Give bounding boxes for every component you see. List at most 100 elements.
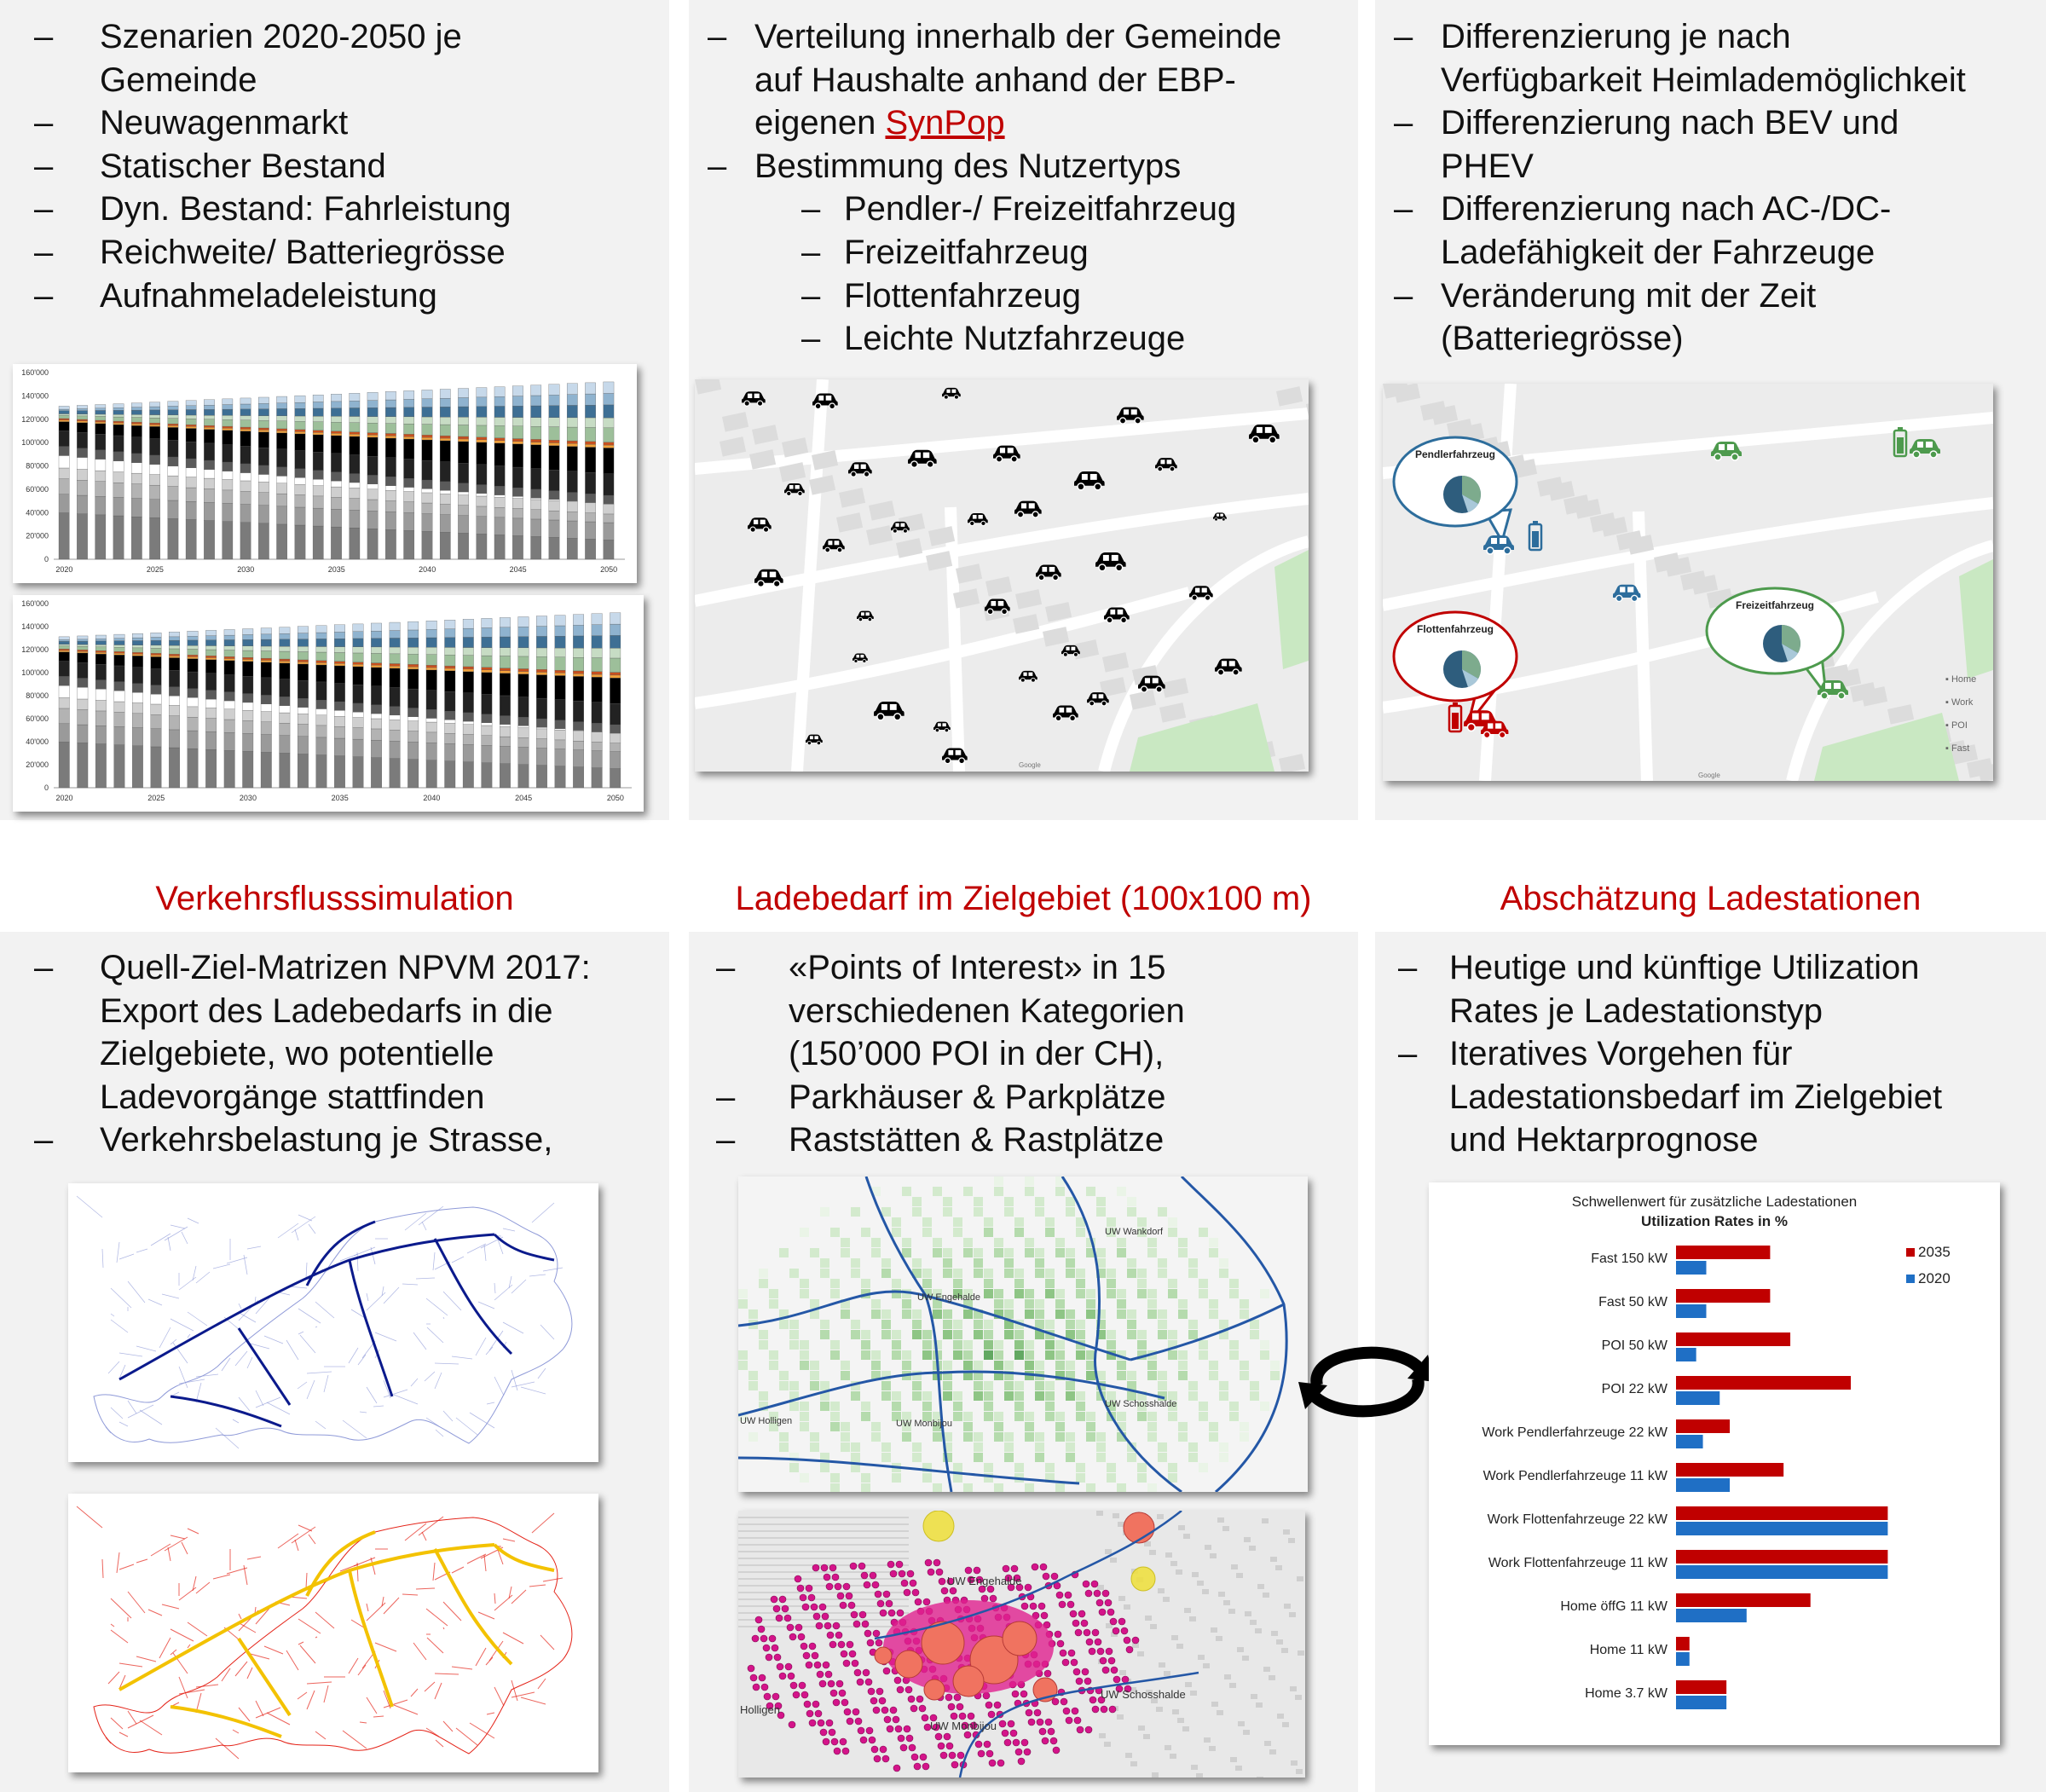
building — [1110, 1558, 1117, 1563]
stack-segment — [258, 523, 269, 560]
stack-segment — [223, 719, 235, 733]
demand-cell — [994, 1432, 1003, 1442]
car-icon — [1019, 670, 1037, 683]
building — [1276, 1639, 1283, 1645]
stack-segment — [113, 640, 125, 645]
road-segment — [286, 1650, 299, 1671]
road-segment — [291, 1216, 316, 1234]
stack-segment — [481, 672, 493, 695]
road-segment — [237, 1621, 257, 1633]
demand-cell — [943, 1197, 952, 1206]
stack-segment — [458, 417, 469, 425]
demand-cell — [1014, 1350, 1024, 1360]
poi-point — [969, 1721, 978, 1730]
stack-segment — [476, 506, 488, 517]
demand-cell — [1209, 1309, 1218, 1319]
building — [1130, 690, 1157, 710]
demand-cell — [1086, 1412, 1095, 1421]
road-segment — [118, 1564, 135, 1570]
stack-segment — [167, 456, 179, 466]
stack-segment — [610, 648, 621, 659]
road-segment — [170, 1649, 177, 1656]
poi-point — [763, 1692, 772, 1701]
stack-segment — [439, 437, 451, 442]
demand-cell — [1035, 1361, 1044, 1370]
stack-segment — [167, 486, 179, 501]
stack-segment — [77, 419, 88, 422]
demand-cell — [1127, 1207, 1136, 1217]
stack-segment — [385, 490, 396, 501]
main-road — [305, 1220, 376, 1286]
synpop-link[interactable]: SynPop — [885, 104, 1005, 142]
demand-cell — [1076, 1228, 1085, 1237]
stack-segment — [77, 480, 88, 496]
bullet-line: – Neuwagenmarkt — [34, 101, 511, 145]
demand-cell — [851, 1381, 860, 1390]
poi-point — [1073, 1716, 1082, 1725]
stack-segment — [240, 408, 251, 416]
road-segment — [243, 1564, 248, 1586]
stack-segment — [425, 621, 437, 630]
stack-segment — [458, 483, 469, 493]
chart-subtitle: Utilization Rates in % — [1641, 1213, 1788, 1229]
demand-cell — [769, 1289, 778, 1298]
stack-segment — [297, 651, 309, 661]
building — [1117, 1714, 1124, 1720]
road-segment — [195, 1373, 219, 1378]
demand-cell — [769, 1361, 778, 1370]
poi-point — [1104, 1598, 1113, 1607]
stack-segment — [223, 639, 235, 646]
stack-segment — [58, 406, 70, 410]
building — [1177, 1718, 1184, 1723]
bullet-dash: – — [801, 190, 821, 228]
poi-point — [840, 1650, 848, 1658]
road-segment — [118, 1421, 129, 1427]
poi-point — [1003, 1738, 1012, 1747]
stack-segment — [315, 662, 327, 666]
car-icon — [812, 393, 838, 410]
poi-point — [857, 1726, 865, 1735]
stack-segment — [476, 406, 488, 418]
poi-point — [803, 1700, 812, 1708]
poi-point — [923, 1723, 932, 1731]
poi-point — [1012, 1738, 1020, 1747]
category-label: Home 11 kW — [1590, 1643, 1668, 1657]
stack-segment — [458, 397, 469, 408]
road-segment — [255, 1396, 281, 1408]
stack-segment — [222, 521, 234, 560]
stack-segment — [187, 636, 199, 641]
stack-segment — [77, 743, 89, 789]
building — [719, 436, 747, 457]
demand-cell — [994, 1422, 1003, 1431]
bullet-line: – Differenzierung nach AC-/DC- — [1394, 188, 1966, 231]
stack-segment — [389, 758, 401, 789]
poi-point — [846, 1640, 854, 1649]
poi-point — [787, 1672, 795, 1680]
bern-demand-grid-map: UW Wankdorf UW Engehalde UW Holligen UW Mon… — [738, 1176, 1308, 1492]
stack-segment — [297, 724, 309, 737]
demand-cell — [1076, 1217, 1085, 1227]
demand-cell — [1025, 1187, 1034, 1196]
poi-point — [1091, 1628, 1100, 1637]
stack-segment — [425, 721, 437, 733]
demand-cell — [943, 1320, 952, 1329]
demand-cell — [974, 1432, 983, 1442]
bar-2035 — [1676, 1506, 1888, 1520]
road-segment — [410, 1688, 419, 1697]
stack-segment — [276, 476, 287, 483]
poi-point — [893, 1676, 902, 1685]
demand-cell — [1045, 1463, 1055, 1472]
poi-point — [910, 1704, 918, 1713]
stack-segment — [554, 615, 566, 627]
stack-segment — [554, 675, 566, 700]
stack-segment — [113, 665, 125, 682]
road-segment — [192, 1575, 197, 1592]
battery-tip — [1898, 427, 1903, 431]
stack-segment — [240, 463, 251, 473]
stack-segment — [603, 417, 615, 429]
stack-segment — [458, 505, 469, 516]
bullet-line: – Verkehrsbelastung je Strasse, — [34, 1119, 591, 1162]
demand-cell — [820, 1269, 829, 1278]
poi-point — [933, 1558, 941, 1567]
road-segment — [161, 1604, 180, 1610]
